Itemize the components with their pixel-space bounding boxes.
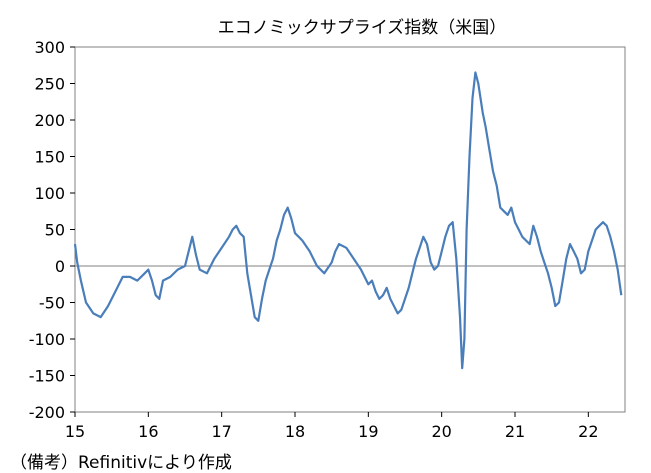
x-tick-label: 20 <box>431 422 451 441</box>
y-tick-label: 50 <box>45 221 65 240</box>
source-note: （備考）Refinitivにより作成 <box>10 453 232 473</box>
x-tick-label: 16 <box>138 422 158 441</box>
y-tick-label: 200 <box>34 111 65 130</box>
y-tick-label: 0 <box>55 257 65 276</box>
chart-title: エコノミックサプライズ指数（米国） <box>218 18 507 38</box>
x-tick-label: 15 <box>65 422 85 441</box>
y-axis: 300 250 200 150 100 50 0 -50 -100 -150 -200 <box>29 38 625 422</box>
series-group <box>73 71 623 370</box>
y-tick-label: 300 <box>34 38 65 57</box>
y-tick-label: 150 <box>34 148 65 167</box>
x-tick-label: 19 <box>358 422 378 441</box>
x-tick-label: 17 <box>211 422 231 441</box>
x-axis: 15 16 17 18 19 20 21 22 <box>65 412 599 441</box>
x-tick-label: 21 <box>505 422 525 441</box>
y-tick-label: -200 <box>29 403 65 422</box>
y-tick-label: 100 <box>34 184 65 203</box>
y-tick-label: -100 <box>29 330 65 349</box>
series-line <box>73 71 623 370</box>
y-tick-label: 250 <box>34 75 65 94</box>
y-tick-label: -150 <box>29 367 65 386</box>
x-tick-label: 22 <box>578 422 598 441</box>
plot-frame <box>74 46 626 413</box>
y-tick-label: -50 <box>39 294 65 313</box>
x-tick-label: 18 <box>285 422 305 441</box>
